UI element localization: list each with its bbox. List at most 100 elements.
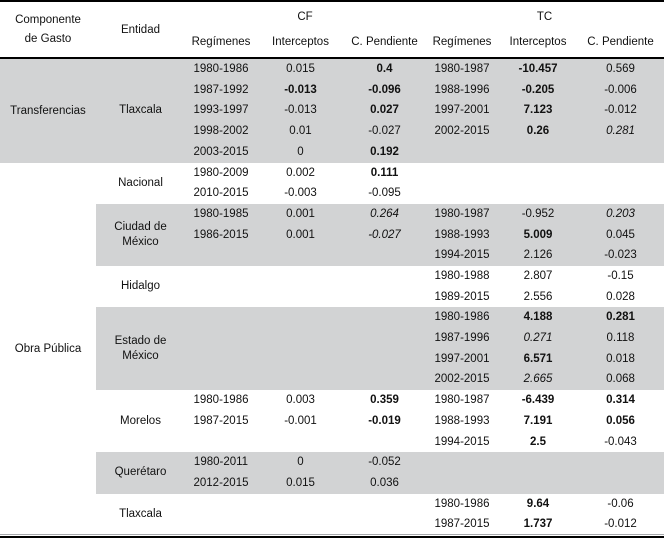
tc-intercepto-cell: -10.457	[518, 63, 558, 75]
cf-regimen-cell: 1993-1997	[193, 104, 249, 117]
cf-intercepto-cell: 0.003	[286, 394, 315, 407]
tc-pendiente-cell: 0.314	[606, 394, 635, 407]
header-tc-interceptos: Interceptos	[509, 36, 567, 48]
header-divider	[0, 57, 664, 59]
entity-section-0: Tlaxcala 1980-1986 0.015 0.4 1987-1992 -0.013…	[0, 59, 664, 163]
cf-regimen-cell: 1998-2002	[193, 125, 249, 138]
cf-regimen-cell: 2003-2015	[193, 145, 249, 158]
tc-pendiente-cell: 0.018	[606, 352, 635, 365]
tc-regimen-cell: 1997-2001	[434, 104, 490, 117]
tc-pendiente-cell: 0.118	[606, 332, 635, 345]
entity-label-line: Tlaxcala	[119, 104, 162, 117]
entity-label: Ciudad de México	[96, 204, 185, 266]
tc-pendiente-cell: 0.203	[606, 207, 635, 220]
tc-regimen-cell: 1980-1986	[434, 497, 490, 510]
cf-intercepto-cell: 0.015	[286, 476, 315, 489]
tc-regimen-cell: 1989-2015	[434, 290, 490, 303]
entity-label-line: México	[122, 349, 159, 362]
cf-intercepto-cell: -0.001	[284, 414, 317, 427]
cf-regimen-cell: 2010-2015	[193, 187, 249, 200]
entity-section-2: Ciudad de México 1980-1985 0.001 0.264 1986-2…	[0, 203, 664, 266]
section-shading	[96, 307, 664, 391]
tc-intercepto-cell: 2.665	[523, 373, 553, 386]
tc-pendiente-cell: 0.045	[606, 228, 635, 241]
tc-intercepto-cell: -0.952	[521, 207, 555, 220]
tc-regimen-cell: 1997-2001	[434, 352, 490, 365]
cf-pendiente-cell: -0.052	[368, 456, 401, 469]
tc-regimen-cell: 1988-1993	[434, 414, 490, 427]
entity-label-line: Morelos	[120, 414, 161, 427]
tc-intercepto-cell: 0.26	[526, 125, 550, 138]
tc-pendiente-cell: -0.023	[604, 249, 637, 262]
entity-label: Tlaxcala	[96, 494, 185, 535]
tc-regimen-cell: 1980-1987	[434, 207, 490, 220]
header-tc-pendiente: C. Pendiente	[587, 36, 654, 48]
entity-label-line: Hidalgo	[121, 280, 160, 293]
tc-pendiente-cell: 0.569	[606, 63, 635, 75]
entity-section-7: Tlaxcala 1980-1986 9.64 -0.06 1987-2015 1.737…	[0, 494, 664, 535]
header-group-tc: TC	[536, 11, 553, 23]
tc-regimen-cell: 1994-2015	[434, 435, 490, 448]
tc-regimen-cell: 1988-1996	[434, 83, 490, 96]
header-cf-regimenes: Regímenes	[191, 36, 251, 48]
tc-pendiente-cell: 0.028	[606, 290, 635, 303]
cf-pendiente-cell: -0.019	[368, 414, 401, 427]
cf-intercepto-cell: 0.002	[286, 166, 315, 179]
cf-regimen-cell: 1980-1986	[193, 394, 249, 407]
entity-label: Estado de México	[96, 307, 185, 390]
tc-pendiente-cell: -0.15	[607, 270, 634, 282]
cf-pendiente-cell: 0.4	[376, 63, 393, 75]
header-cf-pendiente: C. Pendiente	[351, 36, 418, 48]
tc-regimen-cell: 2002-2015	[434, 125, 490, 138]
table-top-border	[0, 0, 664, 2]
tc-regimen-cell: 1980-1987	[434, 63, 490, 75]
header-cf-interceptos: Interceptos	[272, 36, 329, 48]
tc-intercepto-cell: 0.271	[523, 332, 553, 345]
componente-label: Transferencias	[10, 104, 86, 117]
tc-intercepto-cell: -0.205	[521, 83, 555, 96]
tc-intercepto-cell: 6.571	[523, 352, 553, 365]
tc-pendiente-cell: -0.006	[604, 83, 637, 96]
tc-regimen-cell: 1980-1987	[434, 394, 490, 407]
cf-regimen-cell: 1980-1985	[193, 207, 249, 220]
tc-intercepto-cell: 2.126	[523, 249, 553, 262]
tc-intercepto-cell: 4.188	[523, 311, 553, 324]
tc-regimen-cell: 1980-1988	[434, 270, 490, 282]
entity-label-line: Ciudad de	[114, 220, 167, 233]
cf-intercepto-cell: 0.001	[286, 228, 315, 241]
cf-pendiente-cell: 0.264	[370, 207, 399, 220]
cf-pendiente-cell: -0.096	[368, 83, 401, 96]
tc-intercepto-cell: 7.191	[523, 414, 553, 427]
cf-pendiente-cell: 0.192	[370, 145, 399, 158]
tc-intercepto-cell: 2.5	[530, 435, 546, 448]
cf-intercepto-cell: 0.001	[286, 207, 315, 220]
tc-regimen-cell: 1980-1986	[434, 311, 490, 324]
tc-intercepto-cell: 9.64	[526, 497, 550, 510]
entity-section-1: Nacional 1980-2009 0.002 0.111 2010-2015 -0.0…	[0, 163, 664, 204]
entity-section-3: Hidalgo 1980-1988 2.807 -0.15 1989-2015 2.556…	[0, 266, 664, 307]
entity-label: Tlaxcala	[96, 59, 185, 163]
entity-label-line: Estado de	[114, 334, 167, 347]
cf-intercepto-cell: 0.01	[289, 125, 312, 138]
cf-regimen-cell: 1986-2015	[193, 228, 249, 241]
tc-pendiente-cell: 0.056	[606, 414, 635, 427]
cf-intercepto-cell: 0.015	[286, 63, 315, 75]
section-shading	[96, 203, 664, 266]
cf-intercepto-cell: 0	[297, 456, 304, 469]
cf-pendiente-cell: -0.027	[368, 228, 401, 241]
cf-pendiente-cell: 0.036	[370, 476, 399, 489]
tc-regimen-cell: 1988-1993	[434, 228, 490, 241]
cf-pendiente-cell: -0.095	[368, 187, 401, 200]
tc-intercepto-cell: 7.123	[523, 104, 553, 117]
entity-section-6: Querétaro 1980-2011 0 -0.052 2012-2015 0.015 0…	[0, 452, 664, 494]
header-componente-de-gasto: Componente de Gasto	[0, 2, 96, 57]
cf-pendiente-cell: 0.027	[370, 104, 399, 117]
cf-intercepto-cell: -0.013	[284, 83, 317, 96]
table-bottom-thin-rule	[0, 534, 664, 535]
tc-pendiente-cell: -0.06	[607, 497, 634, 510]
header-group-cf: CF	[297, 11, 313, 23]
section-shading	[96, 452, 664, 494]
cf-pendiente-cell: 0.359	[370, 394, 399, 407]
entity-label: Hidalgo	[96, 266, 185, 307]
entity-label-line: Nacional	[118, 176, 163, 189]
